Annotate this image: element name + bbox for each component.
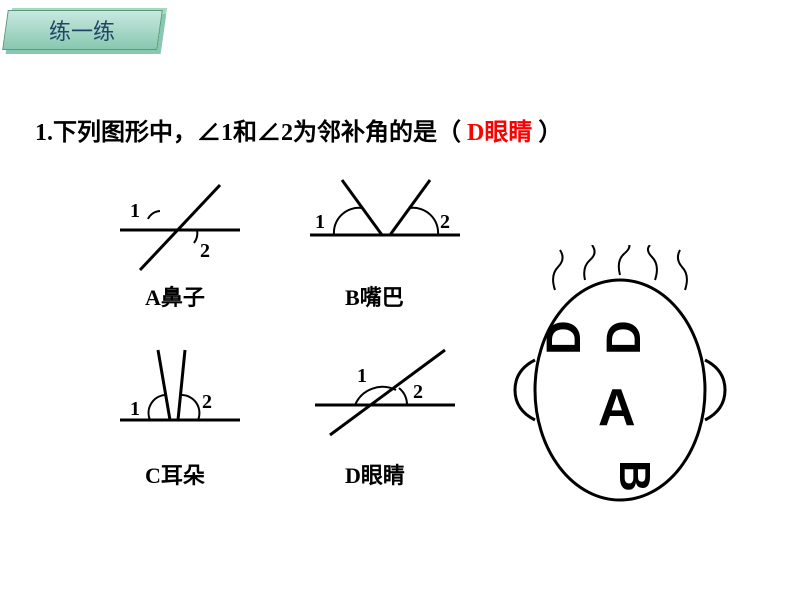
- option-d-label: D眼睛: [345, 458, 405, 490]
- diagram-c-label2: 2: [202, 391, 212, 413]
- option-c-text: 耳朵: [161, 463, 205, 488]
- question-answer: D眼睛: [467, 120, 532, 146]
- face-mouth: B: [610, 460, 659, 492]
- option-a-text: 鼻子: [161, 285, 205, 310]
- question-suffix: ）: [538, 120, 562, 146]
- face-drawing: D D A B: [510, 245, 730, 510]
- question-prefix: 1.下列图形中，∠1和∠2为邻补角的是（: [35, 120, 461, 146]
- question-text: 1.下列图形中，∠1和∠2为邻补角的是（ D眼睛 ）: [35, 112, 562, 147]
- option-b-letter: B: [345, 285, 360, 310]
- option-a-letter: A: [145, 285, 161, 310]
- header-box: 练一练: [2, 10, 163, 50]
- option-d-text: 眼睛: [361, 463, 405, 488]
- diagram-b: 1 2: [300, 170, 470, 270]
- diagram-b-label2: 2: [440, 211, 450, 233]
- option-b-text: 嘴巴: [360, 285, 404, 310]
- option-d-letter: D: [345, 463, 361, 488]
- option-b-label: B嘴巴: [345, 280, 404, 312]
- diagram-d-label1: 1: [357, 365, 367, 387]
- diagram-d: 1 2: [305, 340, 465, 440]
- face-eye-right: D: [598, 320, 651, 355]
- diagram-b-label1: 1: [315, 211, 325, 233]
- face-nose: A: [598, 379, 636, 437]
- option-c-letter: C: [145, 463, 161, 488]
- diagram-a: 1 2: [110, 175, 250, 275]
- option-a-label: A鼻子: [145, 280, 205, 312]
- option-c-label: C耳朵: [145, 458, 205, 490]
- diagram-a-label1: 1: [130, 200, 140, 222]
- diagram-c: 1 2: [110, 340, 250, 440]
- header-title: 练一练: [49, 14, 115, 46]
- diagram-d-label2: 2: [413, 381, 423, 403]
- diagram-c-label1: 1: [130, 398, 140, 420]
- face-eye-left: D: [538, 320, 591, 355]
- diagram-a-label2: 2: [200, 240, 210, 262]
